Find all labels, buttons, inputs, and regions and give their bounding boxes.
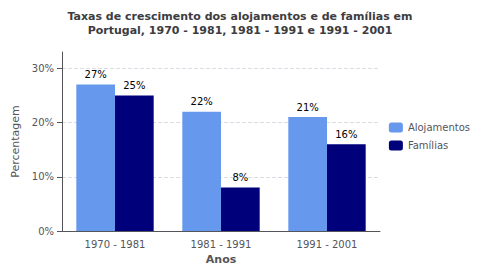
svg-text:Percentagem: Percentagem: [9, 105, 22, 178]
svg-text:Taxas de crescimento dos aloja: Taxas de crescimento dos alojamentos e d…: [67, 10, 412, 23]
svg-text:10%: 10%: [32, 171, 54, 182]
svg-text:0%: 0%: [38, 226, 54, 237]
svg-text:8%: 8%: [232, 172, 248, 183]
svg-text:Portugal, 1970 - 1981, 1981 -: Portugal, 1970 - 1981, 1981 - 1991 e 199…: [88, 24, 393, 37]
svg-text:27%: 27%: [85, 69, 107, 80]
svg-text:25%: 25%: [123, 80, 145, 91]
svg-text:1991 - 2001: 1991 - 2001: [297, 239, 358, 250]
svg-text:1970 - 1981: 1970 - 1981: [85, 239, 146, 250]
svg-text:Famílias: Famílias: [408, 140, 448, 151]
svg-text:Alojamentos: Alojamentos: [408, 122, 470, 133]
svg-text:30%: 30%: [32, 63, 54, 74]
svg-text:1981 - 1991: 1981 - 1991: [191, 239, 252, 250]
svg-text:20%: 20%: [32, 117, 54, 128]
svg-text:16%: 16%: [335, 129, 357, 140]
svg-text:21%: 21%: [297, 102, 319, 113]
svg-text:Anos: Anos: [206, 253, 237, 266]
svg-text:22%: 22%: [191, 96, 213, 107]
